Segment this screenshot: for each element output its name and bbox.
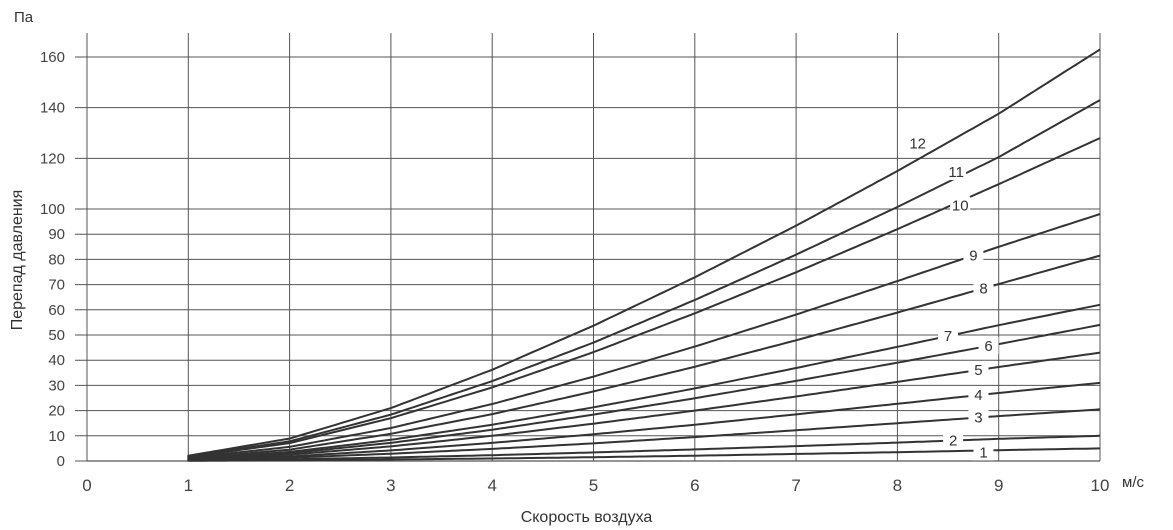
curve-3 xyxy=(188,408,1101,462)
y-tick-label: 80 xyxy=(48,251,65,268)
x-tick-label: 3 xyxy=(386,476,395,495)
curve-label-11: 11 xyxy=(948,164,964,181)
curve-label-bg xyxy=(968,360,989,378)
x-tick-label: 1 xyxy=(184,476,193,495)
curve-4 xyxy=(188,381,1101,461)
x-tick-label: 8 xyxy=(893,476,902,495)
curve-8 xyxy=(188,254,1101,460)
curve-label-bg xyxy=(968,408,989,426)
curve-label-6: 6 xyxy=(984,338,992,355)
curve-label-10: 10 xyxy=(952,197,969,214)
y-tick-label: 120 xyxy=(40,150,65,167)
y-tick-label: 60 xyxy=(48,302,65,319)
curve-10 xyxy=(188,137,1101,458)
curve-label-3: 3 xyxy=(974,410,982,427)
curve-label-bg xyxy=(943,431,964,449)
curve-label-7: 7 xyxy=(944,328,952,345)
x-tick-label: 10 xyxy=(1091,476,1110,495)
x-tick-label: 7 xyxy=(791,476,800,495)
curve-label-bg xyxy=(978,336,999,354)
y-tick-label: 160 xyxy=(40,49,65,66)
curve-label-bg xyxy=(968,386,989,404)
y-tick-label: 40 xyxy=(48,352,65,369)
y-tick-label: 140 xyxy=(40,100,65,117)
curve-label-bg xyxy=(950,196,971,214)
curve-label-8: 8 xyxy=(979,280,987,297)
curve-label-4: 4 xyxy=(974,387,982,404)
curve-label-bg xyxy=(973,279,994,297)
y-tick-label: 70 xyxy=(48,277,65,294)
curve-1 xyxy=(188,447,1101,462)
x-axis-title: Скорость воздуха xyxy=(520,509,653,526)
x-tick-label: 6 xyxy=(690,476,699,495)
curve-6 xyxy=(188,323,1101,461)
y-unit-label: Па xyxy=(14,9,34,26)
curve-12 xyxy=(188,48,1101,457)
y-tick-label: 50 xyxy=(48,327,65,344)
y-tick-label: 20 xyxy=(48,403,65,420)
curve-label-bg xyxy=(946,163,967,181)
curve-label-2: 2 xyxy=(949,433,957,450)
curve-label-9: 9 xyxy=(969,247,977,264)
curve-label-bg xyxy=(963,246,984,264)
y-tick-label: 0 xyxy=(57,453,65,470)
x-tick-label: 9 xyxy=(994,476,1003,495)
y-tick-label: 10 xyxy=(48,428,65,445)
curve-9 xyxy=(188,213,1101,459)
curve-label-bg xyxy=(907,134,928,152)
curve-label-bg xyxy=(938,327,959,345)
y-axis-title: Перепад давления xyxy=(9,189,26,331)
x-tick-label: 2 xyxy=(285,476,294,495)
curve-5 xyxy=(188,351,1101,461)
curve-label-12: 12 xyxy=(909,136,926,153)
y-tick-label: 100 xyxy=(40,201,65,218)
x-unit-label: м/с xyxy=(1122,474,1144,491)
x-tick-label: 5 xyxy=(589,476,598,495)
y-tick-label: 90 xyxy=(48,226,65,243)
curve-label-5: 5 xyxy=(974,362,982,379)
curve-label-1: 1 xyxy=(979,444,987,461)
curve-origin-band xyxy=(187,454,219,461)
curve-11 xyxy=(188,99,1101,458)
x-tick-label: 4 xyxy=(487,476,496,495)
curve-label-bg xyxy=(973,443,994,461)
y-tick-label: 30 xyxy=(48,377,65,394)
x-tick-label: 0 xyxy=(82,476,91,495)
